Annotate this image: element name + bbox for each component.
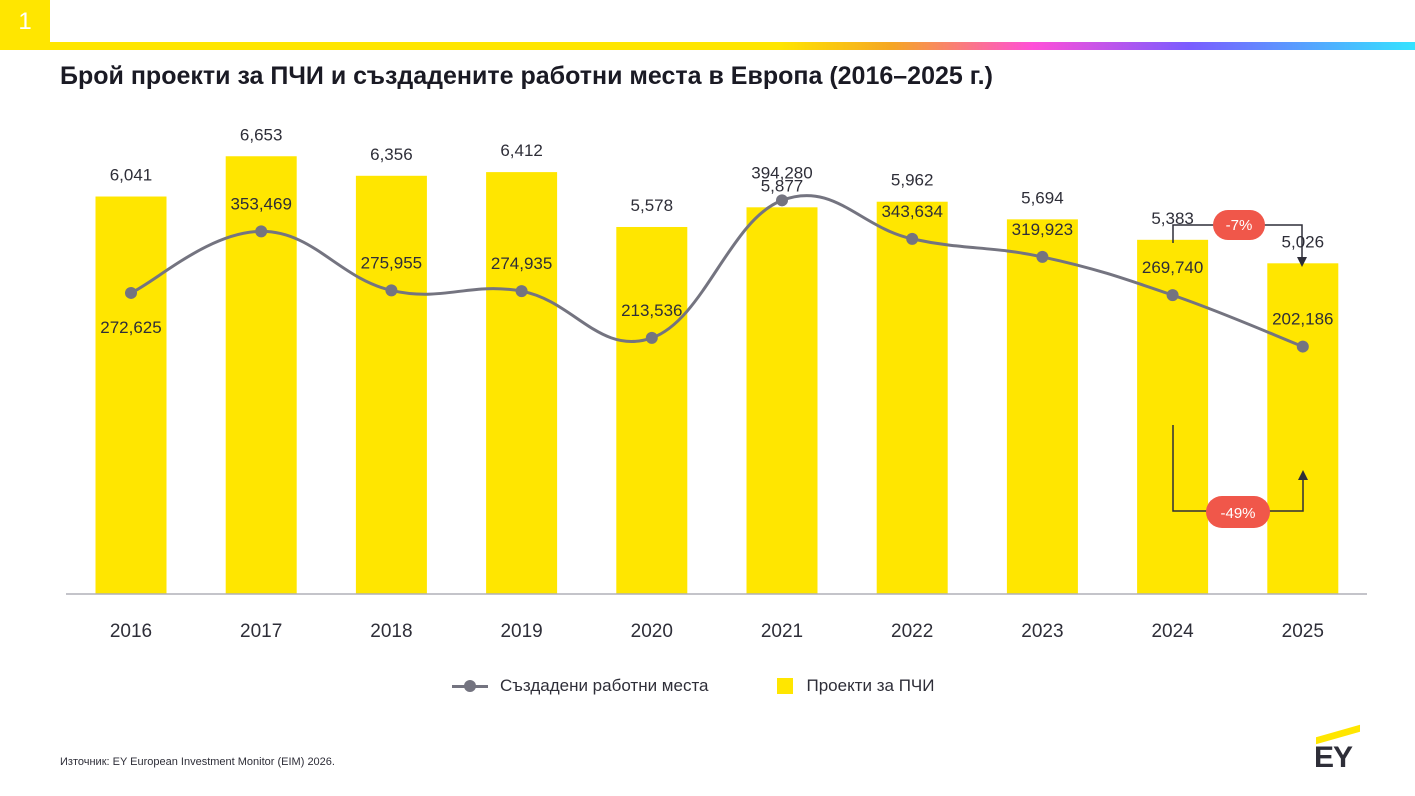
bar-label-2017: 6,653	[240, 125, 283, 144]
legend: Създадени работни места Проекти за ПЧИ	[452, 676, 1002, 696]
jobs-label-2023: 319,923	[1012, 220, 1073, 239]
x-tick-2021: 2021	[761, 621, 803, 642]
bar-value-labels: 6,041 6,653 6,356 6,412 5,578 5,877 5,962 5,694…	[110, 125, 1324, 251]
annotation-projects-badge	[1213, 210, 1265, 240]
bar-label-2022: 5,962	[891, 171, 934, 190]
top-gradient-bar	[0, 42, 1415, 50]
jobs-point-2020	[645, 331, 658, 344]
annotation-jobs-badge	[1206, 496, 1270, 528]
jobs-point-2018	[385, 284, 398, 297]
bar-label-2016: 6,041	[110, 166, 153, 185]
ey-logo: EY	[1312, 724, 1362, 775]
jobs-point-2023	[1036, 250, 1049, 263]
x-tick-2024: 2024	[1151, 621, 1194, 642]
ey-logo-text: EY	[1314, 741, 1353, 774]
jobs-point-2024	[1166, 289, 1179, 302]
jobs-label-2016: 272,625	[100, 318, 161, 337]
legend-item-projects: Проекти за ПЧИ	[776, 676, 935, 696]
jobs-point-2017	[255, 225, 268, 238]
source-note: Източник: EY European Investment Monitor…	[60, 756, 335, 768]
legend-projects-label: Проекти за ПЧИ	[806, 676, 935, 695]
legend-bar-marker	[776, 678, 793, 694]
legend-line-marker	[452, 679, 488, 692]
bar-2020	[616, 226, 688, 594]
jobs-label-2019: 274,935	[491, 254, 552, 273]
jobs-label-2024: 269,740	[1142, 258, 1203, 277]
bar-label-2020: 5,578	[631, 196, 674, 215]
bar-2021	[746, 207, 818, 595]
x-tick-2016: 2016	[110, 621, 152, 642]
x-tick-2023: 2023	[1021, 621, 1063, 642]
bar-label-2018: 6,356	[370, 145, 413, 164]
bar-2017	[225, 156, 297, 594]
jobs-point-2016	[125, 286, 137, 299]
annotation-projects-label: -7%	[1226, 217, 1253, 234]
bar-2019	[486, 172, 558, 594]
legend-item-jobs: Създадени работни места	[452, 676, 709, 696]
jobs-point-2019	[515, 285, 528, 298]
annotation-projects-change: -7%	[1172, 210, 1307, 267]
bar-label-2024: 5,383	[1151, 209, 1194, 228]
bar-2023	[1006, 219, 1078, 594]
annotation-jobs-change: -49%	[1172, 425, 1308, 528]
x-tick-2019: 2019	[500, 621, 542, 642]
bar-label-2021: 5,877	[761, 176, 804, 195]
x-tick-2017: 2017	[240, 621, 282, 642]
chart-title: Брой проекти за ПЧИ и създадените работн…	[60, 62, 993, 90]
jobs-point-2022	[906, 232, 919, 245]
bar-2025	[1267, 263, 1339, 594]
jobs-point-2021	[776, 194, 788, 207]
jobs-label-2017: 353,469	[230, 194, 291, 213]
bar-2016	[95, 196, 167, 594]
x-tick-2018: 2018	[370, 621, 412, 642]
slide-number-badge: 1	[0, 0, 50, 48]
bar-2018	[355, 175, 427, 594]
bar-series	[95, 156, 1339, 595]
jobs-point-2025	[1296, 340, 1309, 353]
bar-label-2025: 5,026	[1282, 232, 1325, 251]
x-tick-2025: 2025	[1282, 621, 1324, 642]
jobs-label-2025: 202,186	[1272, 310, 1333, 329]
legend-jobs-label: Създадени работни места	[500, 676, 709, 695]
jobs-label-2020: 213,536	[621, 301, 682, 320]
bar-label-2023: 5,694	[1021, 188, 1064, 207]
x-tick-2020: 2020	[631, 621, 673, 642]
bar-2022	[876, 201, 948, 594]
annotation-jobs-label: -49%	[1220, 505, 1255, 522]
jobs-label-2022: 343,634	[881, 202, 942, 221]
jobs-line	[130, 194, 1304, 348]
slide-number: 1	[18, 8, 32, 35]
x-tick-2022: 2022	[891, 621, 933, 642]
jobs-value-labels: 272,625 353,469 275,955 274,935 213,536 394,2…	[100, 163, 1333, 337]
jobs-label-2021: 394,280	[751, 163, 812, 182]
jobs-label-2018: 275,955	[361, 253, 422, 272]
bar-label-2019: 6,412	[500, 141, 543, 160]
jobs-points	[125, 194, 1309, 353]
x-tick-labels: 2016 2017 2018 2019 2020 2021 2022 2023 2024 2025	[110, 621, 1324, 642]
